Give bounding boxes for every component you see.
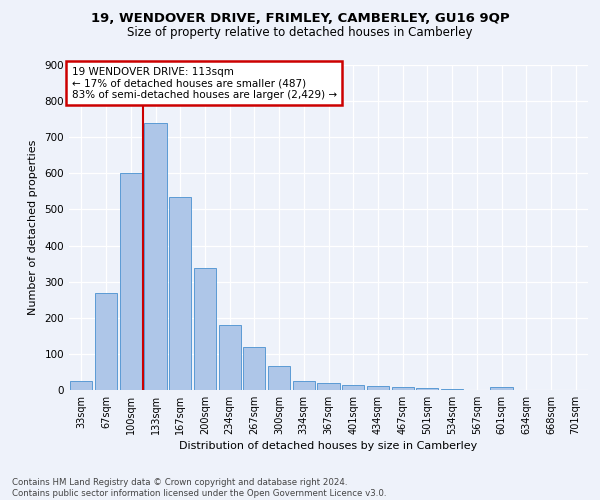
Text: 19, WENDOVER DRIVE, FRIMLEY, CAMBERLEY, GU16 9QP: 19, WENDOVER DRIVE, FRIMLEY, CAMBERLEY, … bbox=[91, 12, 509, 26]
Bar bbox=[490, 387, 512, 390]
Bar bbox=[95, 292, 117, 390]
Bar bbox=[293, 381, 315, 390]
Bar bbox=[416, 388, 439, 390]
Bar bbox=[218, 325, 241, 390]
Bar bbox=[317, 383, 340, 390]
Text: Size of property relative to detached houses in Camberley: Size of property relative to detached ho… bbox=[127, 26, 473, 39]
Bar bbox=[145, 123, 167, 390]
Bar bbox=[169, 197, 191, 390]
Text: Contains HM Land Registry data © Crown copyright and database right 2024.
Contai: Contains HM Land Registry data © Crown c… bbox=[12, 478, 386, 498]
Bar bbox=[243, 348, 265, 390]
Bar bbox=[70, 381, 92, 390]
Bar bbox=[441, 388, 463, 390]
Bar bbox=[392, 388, 414, 390]
Bar bbox=[268, 366, 290, 390]
X-axis label: Distribution of detached houses by size in Camberley: Distribution of detached houses by size … bbox=[179, 441, 478, 451]
Text: 19 WENDOVER DRIVE: 113sqm
← 17% of detached houses are smaller (487)
83% of semi: 19 WENDOVER DRIVE: 113sqm ← 17% of detac… bbox=[71, 66, 337, 100]
Y-axis label: Number of detached properties: Number of detached properties bbox=[28, 140, 38, 315]
Bar bbox=[119, 174, 142, 390]
Bar bbox=[367, 386, 389, 390]
Bar bbox=[194, 268, 216, 390]
Bar bbox=[342, 384, 364, 390]
